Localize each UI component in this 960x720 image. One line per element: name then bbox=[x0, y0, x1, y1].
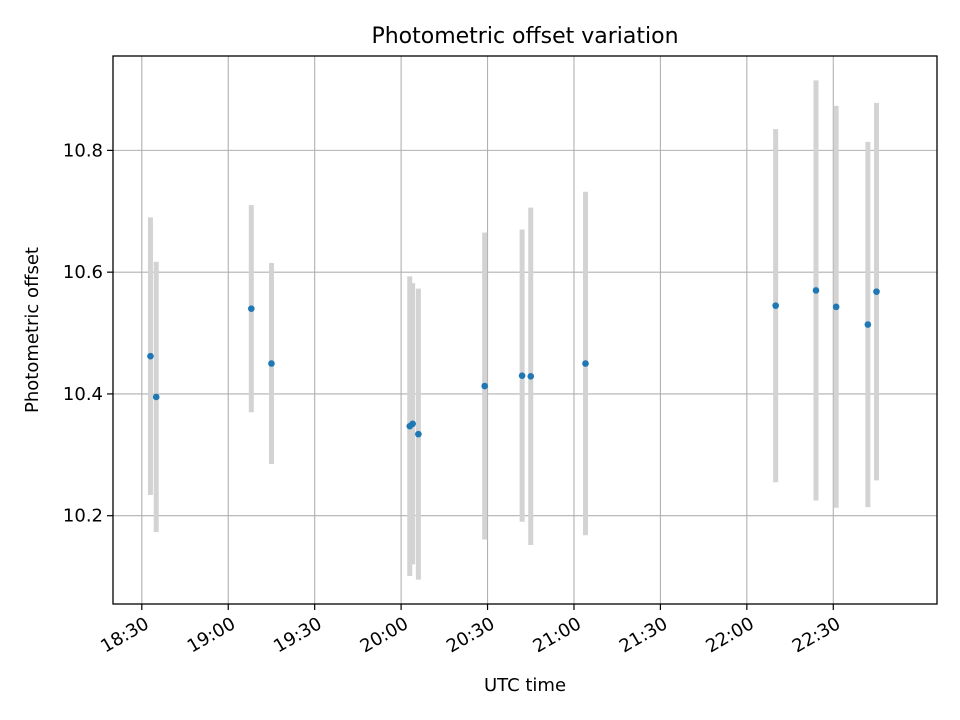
chart-title: Photometric offset variation bbox=[371, 24, 678, 49]
data-points bbox=[147, 287, 880, 438]
data-point bbox=[152, 393, 160, 401]
data-point bbox=[864, 321, 872, 328]
data-point bbox=[832, 303, 840, 311]
data-point bbox=[409, 420, 416, 428]
y-axis-ticks: 10.2 10.4 10.6 10.8 bbox=[63, 140, 113, 527]
data-point bbox=[268, 360, 275, 367]
x-axis-label: UTC time bbox=[484, 675, 566, 696]
plot-frame bbox=[112, 55, 938, 605]
data-point bbox=[527, 372, 535, 380]
data-point bbox=[873, 288, 880, 295]
y-tick-label: 10.6 bbox=[63, 262, 103, 283]
data-point bbox=[247, 305, 255, 312]
y-tick-label: 10.2 bbox=[63, 506, 103, 527]
y-tick-label: 10.8 bbox=[63, 140, 103, 161]
data-point bbox=[147, 352, 154, 360]
data-point bbox=[812, 287, 820, 294]
grid bbox=[113, 56, 937, 604]
y-tick-label: 10.4 bbox=[63, 384, 103, 405]
y-axis-label: Photometric offset bbox=[22, 247, 43, 413]
data-point bbox=[481, 382, 488, 390]
data-point bbox=[772, 302, 779, 309]
data-point bbox=[415, 430, 422, 438]
data-point bbox=[582, 360, 589, 367]
data-point bbox=[518, 372, 526, 379]
